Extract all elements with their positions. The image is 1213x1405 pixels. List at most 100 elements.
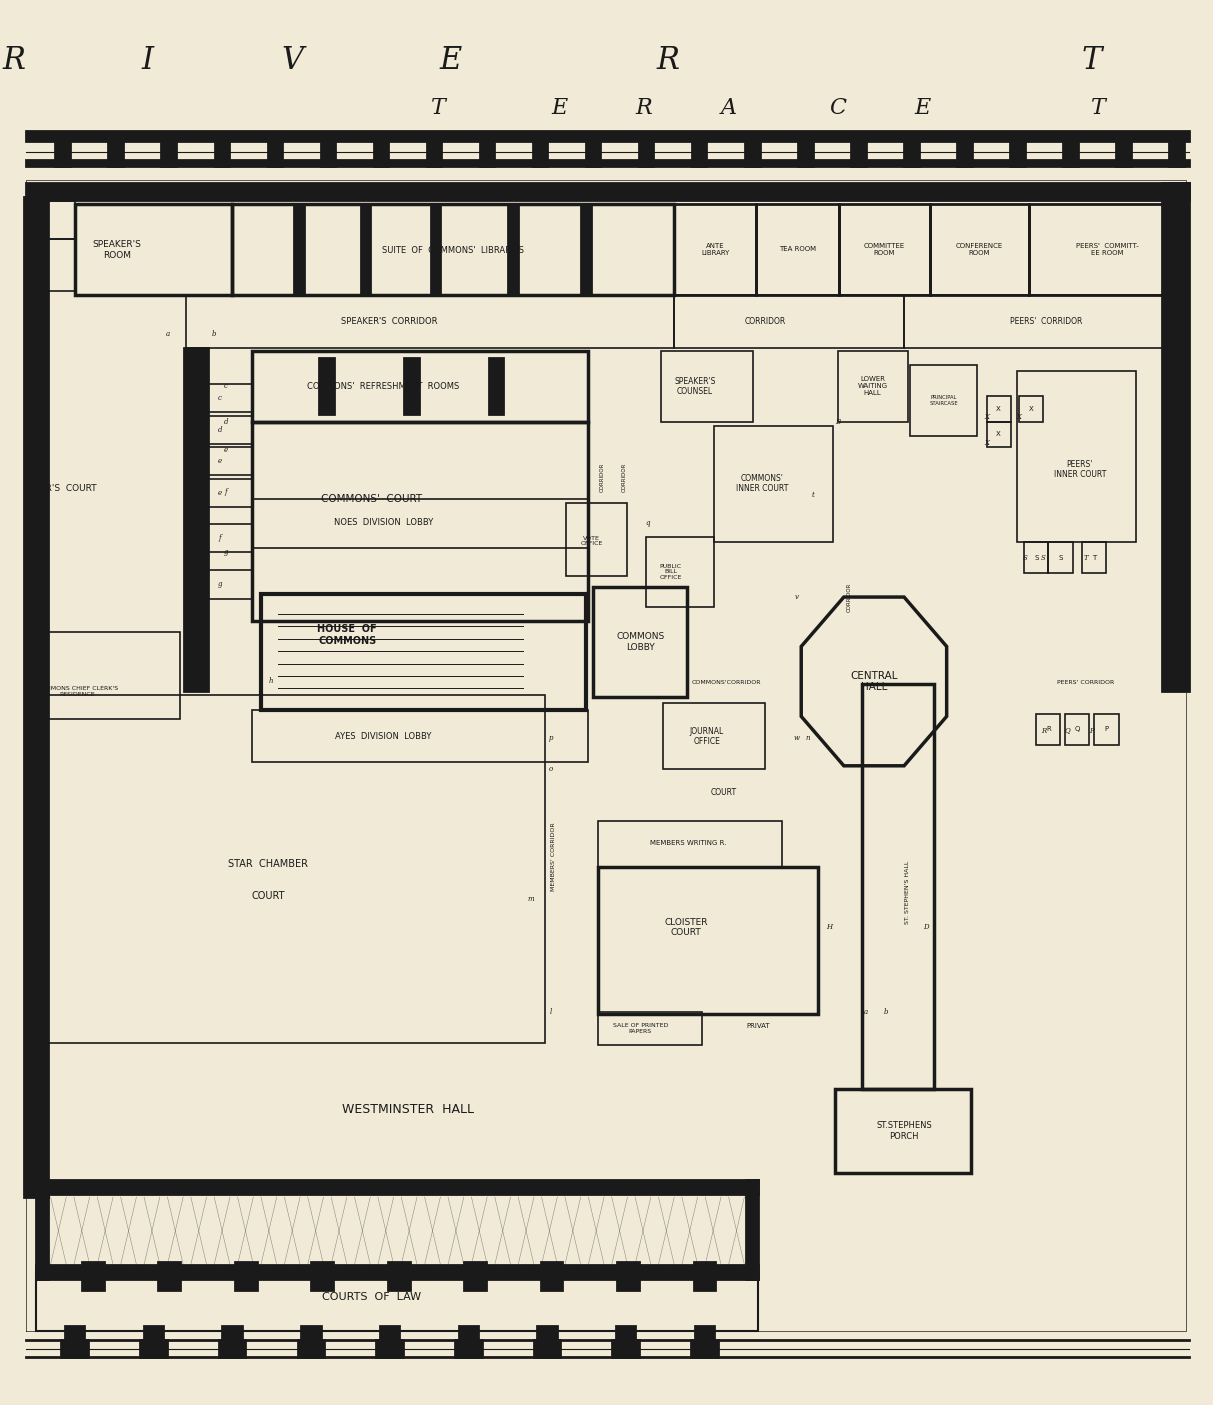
Text: w: w xyxy=(793,733,799,742)
Text: CONFERENCE
ROOM: CONFERENCE ROOM xyxy=(956,243,1003,256)
Bar xyxy=(836,1089,970,1173)
Text: S: S xyxy=(1023,554,1027,562)
Text: o: o xyxy=(548,764,553,773)
Bar xyxy=(222,1326,241,1343)
Bar xyxy=(1024,542,1048,573)
Text: d: d xyxy=(218,426,222,434)
Bar xyxy=(33,632,180,719)
Bar xyxy=(674,204,757,295)
Bar xyxy=(388,1262,410,1290)
Text: B: B xyxy=(835,417,841,426)
Text: STAR  CHAMBER: STAR CHAMBER xyxy=(228,858,308,870)
Bar xyxy=(674,295,904,348)
Bar xyxy=(1169,140,1184,166)
Text: R: R xyxy=(636,97,653,119)
Bar xyxy=(986,396,1010,422)
Text: m: m xyxy=(528,895,535,903)
Bar xyxy=(1019,396,1043,422)
Text: ER'S  COURT: ER'S COURT xyxy=(40,485,97,493)
Bar xyxy=(218,1340,245,1357)
Bar xyxy=(1116,140,1131,166)
Bar xyxy=(144,1326,164,1343)
Bar xyxy=(404,358,418,414)
Text: HOUSE  OF
COMMONS: HOUSE OF COMMONS xyxy=(318,624,377,646)
Text: P: P xyxy=(1089,726,1094,735)
Bar xyxy=(1094,714,1118,745)
Bar xyxy=(251,351,588,422)
Text: ST. STEPHEN'S HALL: ST. STEPHEN'S HALL xyxy=(905,860,910,924)
Bar xyxy=(929,204,1029,295)
Bar xyxy=(694,1262,716,1290)
Bar xyxy=(664,702,765,769)
Bar xyxy=(186,295,674,348)
Text: R: R xyxy=(2,45,25,76)
Text: a: a xyxy=(166,330,170,339)
Text: T: T xyxy=(1083,554,1088,562)
Text: T: T xyxy=(1082,45,1103,76)
Text: E: E xyxy=(551,97,568,119)
Text: COMMONS CHIEF CLERK'S
RESIDENCE: COMMONS CHIEF CLERK'S RESIDENCE xyxy=(36,686,118,697)
Bar xyxy=(36,1180,758,1194)
Text: V: V xyxy=(281,45,303,76)
Text: f: f xyxy=(218,534,222,542)
Text: SPEAKER'S  CORRIDOR: SPEAKER'S CORRIDOR xyxy=(341,318,438,326)
Text: D: D xyxy=(923,923,929,932)
Text: d: d xyxy=(224,417,228,426)
Bar xyxy=(455,1340,482,1357)
Text: H: H xyxy=(826,923,832,932)
Text: f: f xyxy=(224,488,227,496)
Bar xyxy=(24,197,49,1197)
Text: ENCE: ENCE xyxy=(29,211,50,219)
Text: A: A xyxy=(721,97,736,119)
Text: X: X xyxy=(1016,413,1021,422)
Text: CORRIDOR: CORRIDOR xyxy=(847,583,853,611)
Bar xyxy=(904,140,918,166)
Text: b: b xyxy=(884,1007,888,1016)
Bar xyxy=(661,351,753,422)
Text: PEERS'
INNER COURT: PEERS' INNER COURT xyxy=(1054,459,1106,479)
Text: LOWER
WAITING
HALL: LOWER WAITING HALL xyxy=(858,377,888,396)
Bar xyxy=(957,140,972,166)
Text: CORRIDOR: CORRIDOR xyxy=(600,464,605,492)
Bar xyxy=(232,204,674,295)
Bar xyxy=(66,1326,85,1343)
Text: PEERS' CORRIDOR: PEERS' CORRIDOR xyxy=(1058,680,1115,686)
Bar xyxy=(183,348,207,691)
Text: COURTS  OF  LAW: COURTS OF LAW xyxy=(321,1291,421,1302)
Bar xyxy=(235,1262,257,1290)
Bar xyxy=(1016,371,1135,542)
Bar xyxy=(294,204,303,295)
Text: CENTRAL
HALL: CENTRAL HALL xyxy=(850,670,898,693)
Bar xyxy=(691,1340,718,1357)
Bar xyxy=(360,204,370,295)
Text: X: X xyxy=(996,431,1001,437)
Bar xyxy=(427,140,442,166)
Text: R: R xyxy=(656,45,679,76)
Bar xyxy=(268,140,283,166)
Text: T: T xyxy=(1092,555,1097,561)
Text: ST.STEPHENS
PORCH: ST.STEPHENS PORCH xyxy=(876,1121,932,1141)
Bar xyxy=(207,384,251,412)
Bar xyxy=(1162,183,1189,691)
Text: COMMITTEE
ROOM: COMMITTEE ROOM xyxy=(864,243,905,256)
Text: S: S xyxy=(1041,554,1046,562)
Bar xyxy=(465,1262,486,1290)
Bar xyxy=(598,1012,702,1045)
Bar xyxy=(508,204,518,295)
Text: COURT: COURT xyxy=(711,788,736,797)
Text: COMMONS'  REFRESHMENT  ROOMS: COMMONS' REFRESHMENT ROOMS xyxy=(307,382,460,391)
Bar xyxy=(459,1326,478,1343)
Text: WESTMINSTER  HALL: WESTMINSTER HALL xyxy=(342,1103,474,1117)
Text: SALE OF PRINTED
PAPERS: SALE OF PRINTED PAPERS xyxy=(613,1023,668,1034)
Bar xyxy=(593,587,688,697)
Bar xyxy=(617,1262,639,1290)
Bar xyxy=(798,140,813,166)
Bar xyxy=(29,239,75,291)
Bar xyxy=(1064,140,1078,166)
Bar xyxy=(581,204,591,295)
Bar xyxy=(36,695,545,1043)
Text: PEERS'  CORRIDOR: PEERS' CORRIDOR xyxy=(1009,318,1082,326)
Bar xyxy=(537,1326,557,1343)
Bar xyxy=(251,499,588,548)
Text: P: P xyxy=(1104,726,1109,732)
